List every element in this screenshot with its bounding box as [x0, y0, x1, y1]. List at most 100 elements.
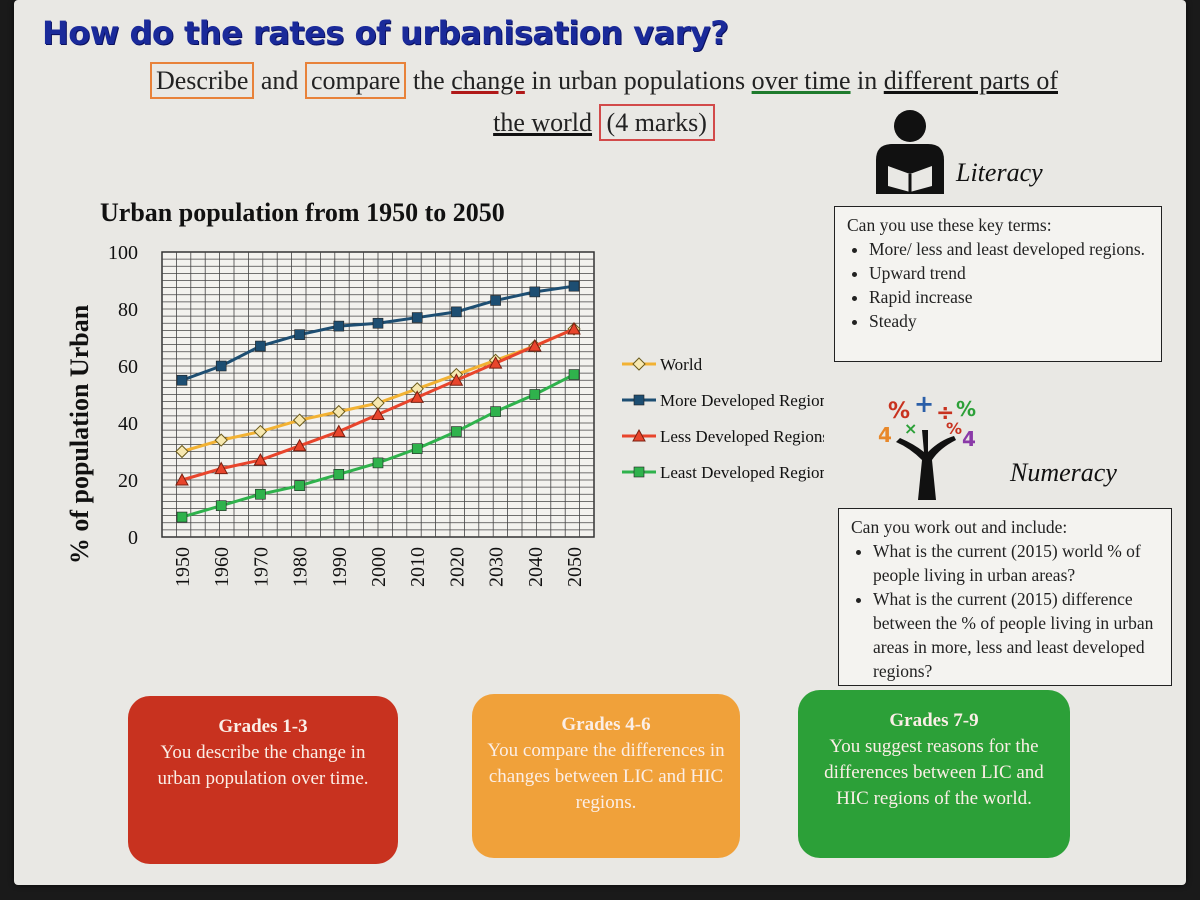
legend-label: World [660, 355, 703, 374]
data-point [567, 321, 581, 335]
data-point [568, 280, 580, 292]
command-word-describe: Describe [149, 62, 255, 99]
data-point [214, 433, 228, 447]
data-point [176, 511, 188, 523]
data-point [371, 407, 385, 420]
list-item: Steady [869, 309, 1149, 333]
svg-text:+: + [914, 390, 934, 418]
x-tick-label: 1950 [172, 547, 194, 587]
x-tick-label: 2040 [525, 547, 547, 587]
data-point [372, 457, 384, 469]
data-point [292, 438, 307, 452]
command-word-compare: compare [304, 62, 407, 99]
list-item: Rapid increase [869, 285, 1149, 309]
data-point [292, 413, 307, 427]
task-word: and [260, 66, 299, 95]
x-tick-label: 2050 [564, 547, 586, 587]
data-point [294, 329, 305, 340]
data-point [294, 480, 305, 491]
data-point [633, 466, 645, 478]
x-tick-label: 1980 [290, 547, 312, 587]
x-tick-label: 1990 [329, 547, 351, 587]
key-word-change: change [451, 66, 525, 95]
data-point [529, 286, 541, 298]
data-point [175, 444, 189, 459]
grade-box-7-9: Grades 7-9 You suggest reasons for the d… [798, 690, 1070, 858]
literacy-intro: Can you use these key terms: [847, 215, 1052, 235]
list-item: Upward trend [869, 261, 1149, 285]
data-point [411, 443, 423, 454]
grid [162, 252, 594, 537]
task-word: in urban populations [531, 66, 746, 95]
x-tick-label: 2020 [446, 547, 468, 587]
number-tree-icon: % + ÷ % 4 4 × % [878, 390, 976, 500]
data-point [332, 404, 346, 419]
numeracy-list: What is the current (2015) world % of pe… [851, 539, 1159, 683]
grade-text: You describe the change in urban populat… [157, 742, 369, 789]
svg-text:%: % [946, 419, 962, 438]
data-point [633, 394, 645, 406]
key-word-different-parts: different parts of [883, 66, 1058, 95]
x-tick-label: 1960 [211, 547, 233, 587]
data-point [215, 500, 227, 511]
chart-title: Urban population from 1950 to 2050 [100, 198, 505, 227]
data-point [490, 295, 501, 306]
data-point [372, 317, 384, 329]
data-point [215, 360, 227, 372]
data-point [568, 369, 580, 380]
data-point [333, 320, 345, 332]
numeracy-label: Numeracy [1010, 458, 1117, 487]
x-tick-label: 2000 [368, 547, 390, 587]
y-axis-label: % of population Urban [65, 304, 94, 564]
data-point [451, 426, 462, 437]
y-tick-label: 60 [118, 356, 138, 378]
data-point [488, 356, 503, 369]
data-point [176, 374, 188, 386]
data-point [331, 424, 346, 438]
data-point [410, 390, 425, 403]
literacy-label: Literacy [956, 158, 1043, 187]
data-point [214, 461, 229, 475]
data-point [632, 428, 646, 442]
grade-text: You compare the differences in changes b… [487, 740, 725, 813]
data-point [451, 306, 462, 318]
numeracy-intro: Can you work out and include: [851, 517, 1068, 537]
slide: How do the rates of urbanisation vary? D… [14, 0, 1186, 885]
slide-title: How do the rates of urbanisation vary? [42, 14, 729, 52]
data-point [255, 488, 266, 500]
x-tick-label: 2010 [407, 547, 429, 587]
data-point [253, 424, 268, 439]
data-point [175, 472, 189, 486]
y-tick-label: 20 [118, 470, 138, 492]
marks-badge: (4 marks) [598, 104, 715, 141]
task-question: Describe and compare the change in urban… [34, 60, 1174, 144]
list-item: More/ less and least developed regions. [869, 237, 1149, 261]
literacy-list: More/ less and least developed regions. … [847, 237, 1149, 333]
data-point [333, 469, 345, 480]
data-point [449, 373, 464, 386]
svg-text:%: % [888, 399, 910, 424]
literacy-panel: Can you use these key terms: More/ less … [834, 206, 1162, 362]
data-point [253, 453, 268, 466]
grade-box-1-3: Grades 1-3 You describe the change in ur… [128, 696, 398, 864]
grade-box-4-6: Grades 4-6 You compare the differences i… [472, 694, 740, 858]
svg-text:÷: ÷ [936, 401, 954, 426]
reading-person-icon [876, 110, 944, 194]
grade-title: Grades 7-9 [889, 710, 979, 731]
list-item: What is the current (2015) difference be… [873, 587, 1159, 683]
data-point [255, 340, 266, 352]
grade-text: You suggest reasons for the differences … [824, 736, 1044, 809]
legend-label: Least Developed Regions [660, 463, 824, 482]
data-point [529, 389, 541, 400]
grade-title: Grades 1-3 [218, 716, 308, 737]
x-tick-label: 1970 [250, 547, 272, 587]
data-point [411, 312, 423, 323]
svg-text:4: 4 [878, 423, 892, 447]
svg-text:4: 4 [962, 427, 976, 451]
grade-title: Grades 4-6 [561, 714, 651, 735]
y-tick-label: 100 [108, 242, 138, 264]
y-tick-label: 0 [128, 527, 138, 549]
task-word: in [857, 66, 878, 95]
legend-label: More Developed Regions [660, 391, 824, 410]
